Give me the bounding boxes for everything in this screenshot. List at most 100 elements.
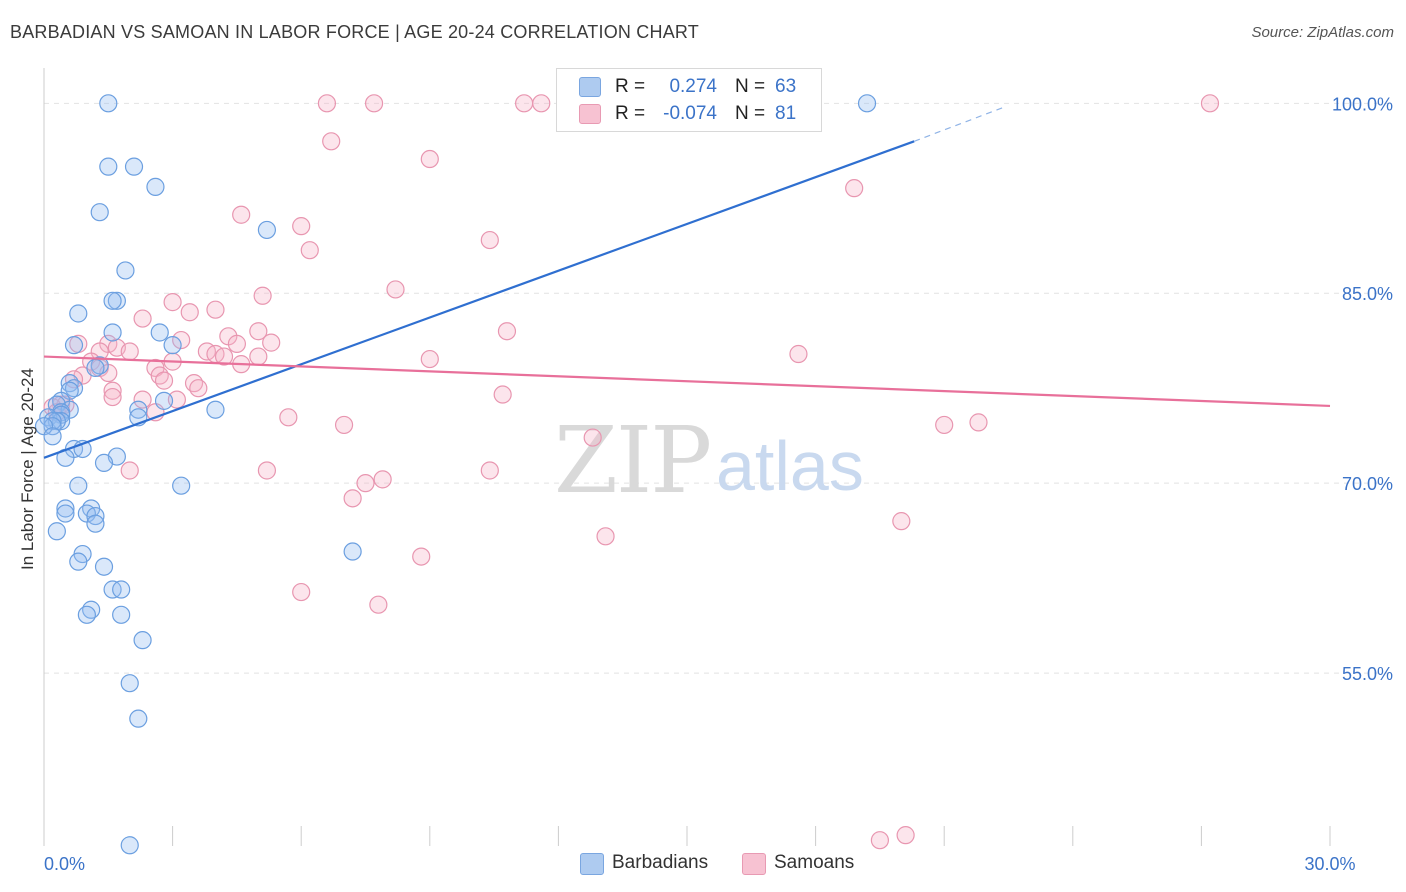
barbadian-point	[257, 220, 277, 240]
watermark-zip: ZIP	[554, 407, 710, 514]
barbadian-point	[120, 674, 139, 693]
samoan-point	[253, 286, 272, 305]
barbadian-point	[129, 709, 148, 728]
samoan-point	[300, 241, 319, 260]
barbadian-point	[343, 542, 362, 561]
samoan-point	[120, 342, 139, 361]
r-value: 0.274	[669, 76, 717, 97]
samoan-point	[480, 230, 499, 250]
samoan-point	[103, 387, 122, 407]
barbadian-point	[206, 400, 225, 419]
watermark-atlas: atlas	[716, 427, 864, 505]
samoan-point	[249, 322, 268, 341]
y-tick-label: 55.0%	[1342, 664, 1393, 684]
samoan-point	[279, 408, 298, 427]
barbadians-points	[34, 94, 877, 855]
samoan-point	[189, 379, 208, 398]
barbadian-point	[94, 453, 114, 472]
samoan-point	[386, 280, 405, 299]
barbadian-point	[56, 504, 75, 523]
barbadian-point	[154, 391, 174, 410]
r-label: R =	[615, 76, 646, 97]
barbadians-swatch	[579, 77, 601, 97]
samoan-point	[969, 413, 988, 432]
barbadian-point	[857, 94, 877, 113]
samoan-point	[334, 415, 354, 435]
barbadian-point	[94, 557, 114, 576]
barbadian-point	[120, 836, 139, 855]
barbadians-trend-extension	[913, 106, 1005, 142]
barbadian-point	[99, 157, 118, 176]
samoan-point	[515, 94, 534, 113]
samoan-point	[163, 293, 182, 312]
barbadian-point	[43, 427, 62, 446]
samoan-point	[172, 330, 191, 350]
barbadian-point	[112, 580, 131, 599]
barbadian-point	[99, 94, 118, 113]
trend-lines	[43, 106, 1331, 459]
barbadians-trend-line	[43, 140, 915, 459]
x-tick-label: 0.0%	[44, 854, 85, 874]
stats-row-barbadians: R = 0.274 N = 63	[557, 74, 821, 100]
samoan-point	[343, 489, 362, 508]
samoan-point	[322, 132, 341, 151]
samoan-point	[373, 470, 392, 489]
barbadian-point	[43, 412, 62, 431]
samoan-point	[596, 527, 615, 546]
samoan-point	[317, 94, 337, 113]
samoan-point	[789, 344, 808, 364]
samoan-point	[133, 309, 152, 328]
samoan-point	[120, 461, 139, 480]
barbadian-point	[133, 631, 152, 650]
samoan-point	[493, 385, 512, 404]
r-label: R =	[615, 103, 646, 124]
chart-title: BARBADIAN VS SAMOAN IN LABOR FORCE | AGE…	[10, 22, 699, 42]
barbadian-point	[146, 177, 165, 196]
barbadian-point	[124, 157, 144, 176]
samoan-point	[180, 303, 199, 322]
series-legend: Barbadians Samoans	[0, 852, 1406, 878]
samoan-point	[420, 149, 439, 169]
barbadian-point	[129, 400, 148, 419]
samoan-point	[935, 415, 954, 435]
samoan-point	[356, 474, 375, 493]
legend-label: Samoans	[774, 852, 855, 873]
samoan-point	[896, 826, 915, 845]
axes	[43, 68, 1331, 846]
samoan-point	[257, 461, 277, 480]
y-axis-label: In Labor Force | Age 20-24	[18, 368, 37, 570]
y-tick-label: 85.0%	[1342, 284, 1393, 304]
barbadian-point	[107, 291, 126, 310]
legend-label: Barbadians	[612, 852, 709, 873]
barbadian-point	[103, 323, 122, 342]
samoan-point	[232, 205, 251, 224]
barbadian-point	[47, 522, 66, 541]
samoan-point	[292, 582, 311, 602]
samoan-point	[583, 428, 602, 447]
x-tick-label: 30.0%	[1304, 854, 1355, 874]
samoan-point	[214, 347, 234, 366]
n-label: N =	[735, 103, 766, 124]
barbadian-point	[86, 506, 105, 526]
samoans-trend-line	[43, 355, 1331, 408]
samoan-point	[420, 349, 439, 369]
gridlines	[44, 102, 1392, 674]
samoan-point	[292, 217, 311, 236]
samoan-point	[167, 390, 186, 409]
barbadian-point	[77, 605, 96, 624]
n-label: N =	[735, 76, 766, 97]
samoan-point	[480, 461, 499, 480]
samoan-point	[227, 334, 246, 353]
samoan-point	[133, 390, 152, 409]
samoan-point	[262, 333, 281, 352]
barbadian-point	[69, 552, 88, 571]
barbadian-point	[163, 336, 182, 355]
y-tick-label: 100.0%	[1332, 94, 1393, 114]
samoan-point	[412, 547, 431, 566]
samoan-point	[892, 512, 911, 531]
barbadian-point	[172, 476, 191, 495]
samoan-point	[497, 322, 517, 341]
n-value: 63	[775, 76, 797, 97]
barbadian-point	[116, 261, 135, 280]
barbadians-swatch	[580, 853, 604, 875]
